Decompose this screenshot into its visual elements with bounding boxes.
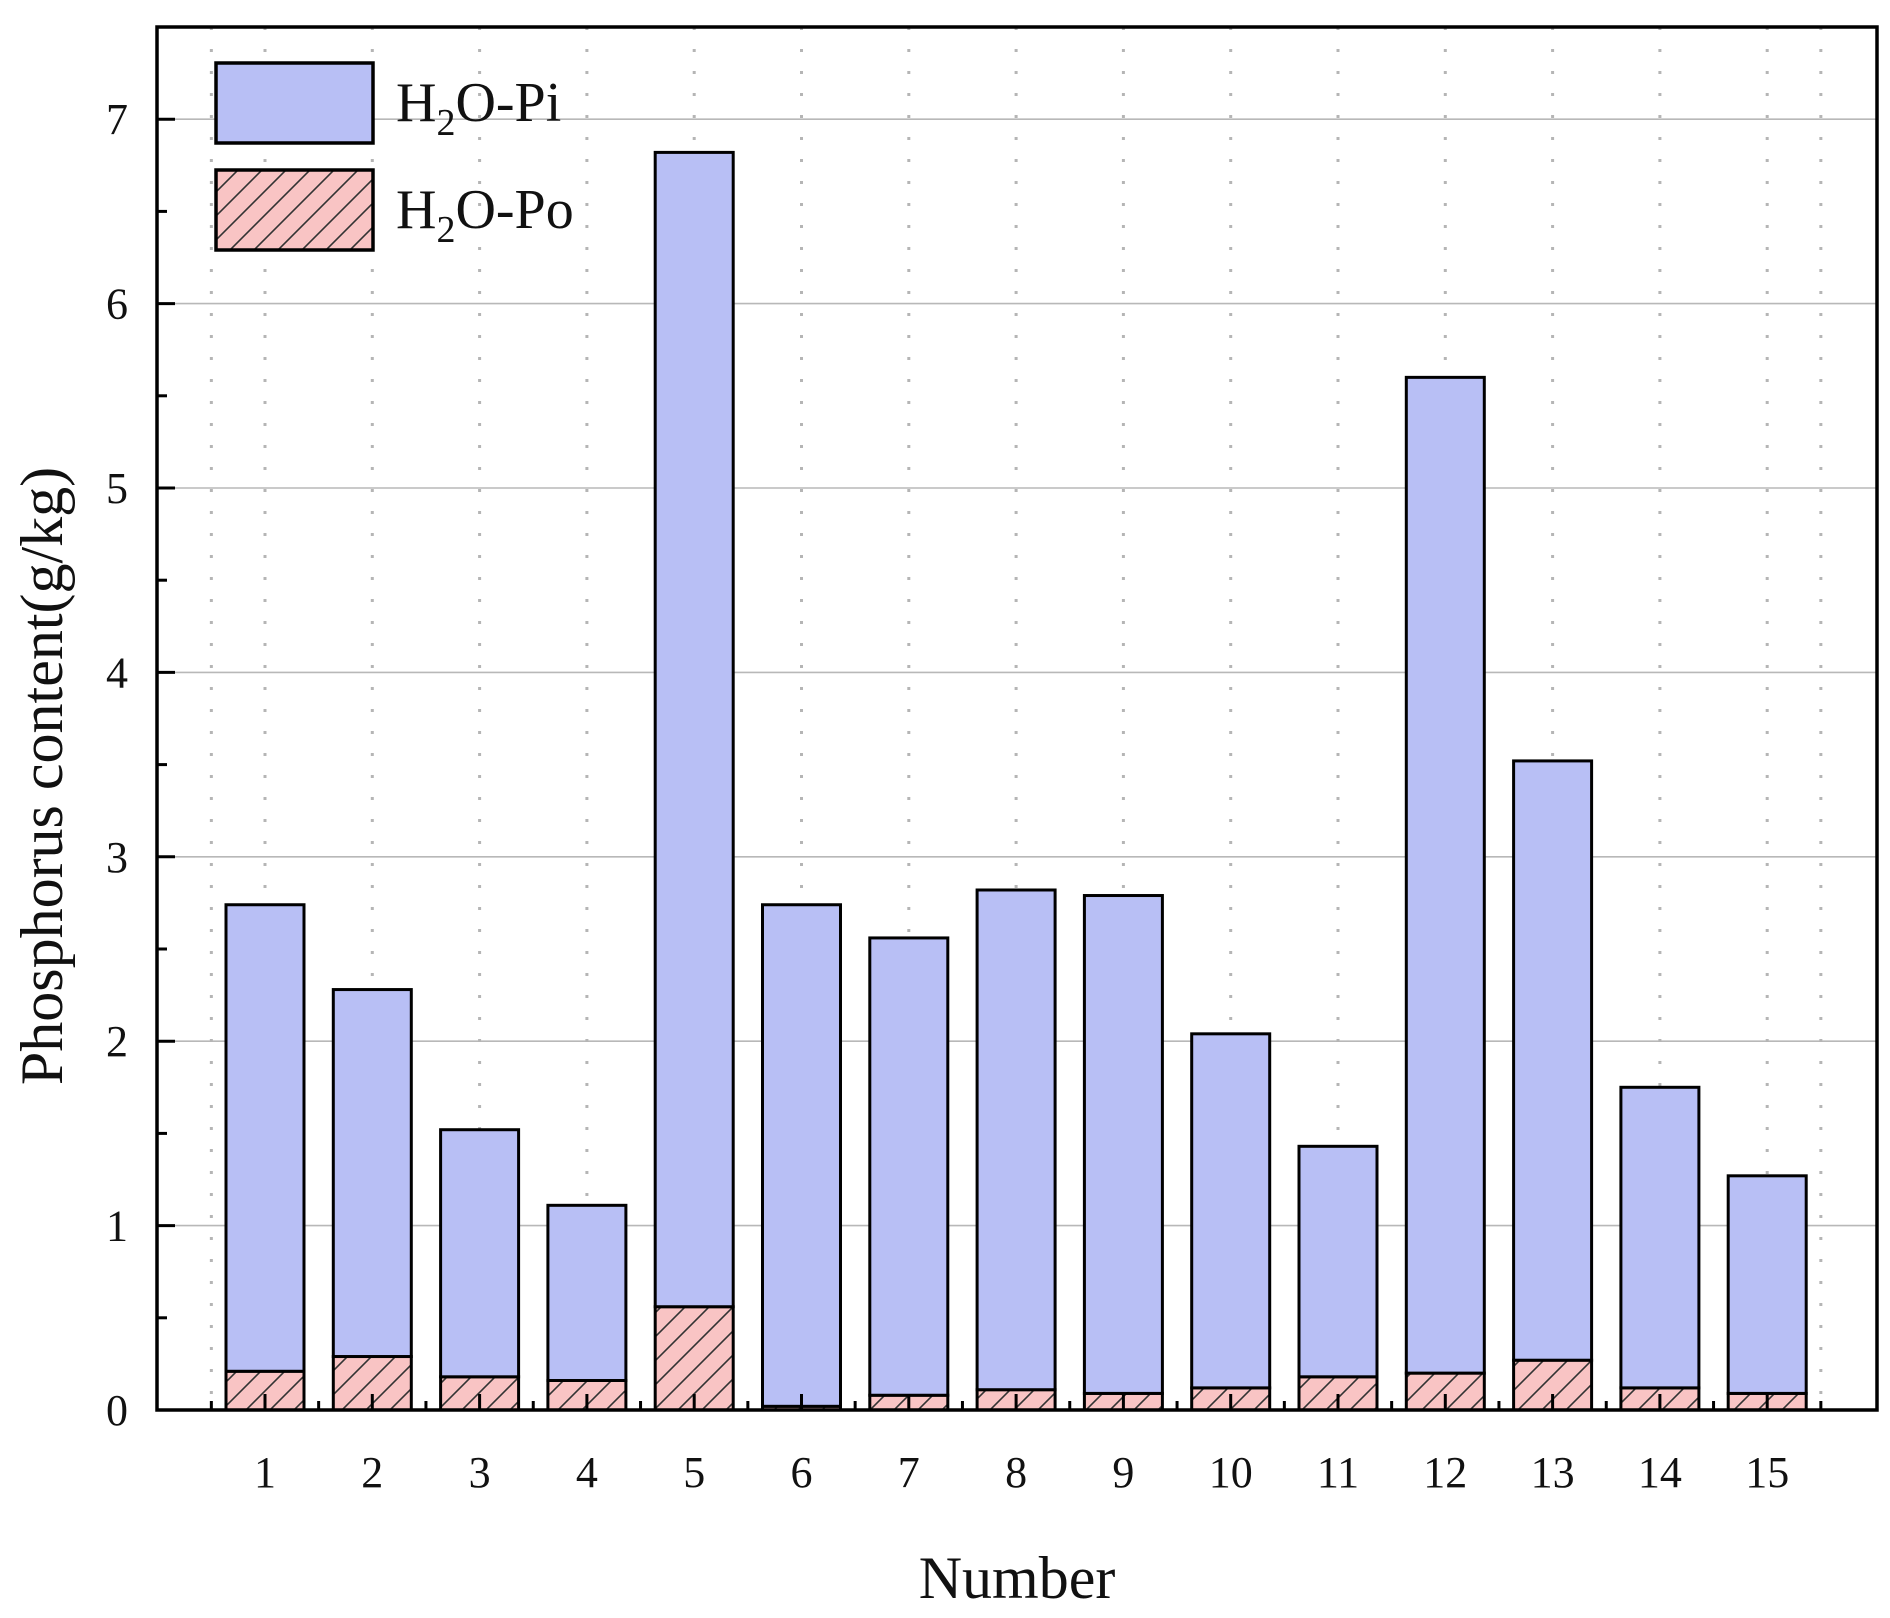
y-tick-label: 1 [106,1202,128,1251]
x-tick-label: 12 [1423,1448,1467,1497]
y-tick-label: 3 [106,833,128,882]
bar-h2o-pi-7 [868,936,950,1397]
x-tick-label: 1 [254,1448,276,1497]
y-tick-label: 6 [106,280,128,329]
x-tick-label: 13 [1531,1448,1575,1497]
y-tick-label: 5 [106,464,128,513]
bar-h2o-pi-12 [1404,375,1486,1375]
x-tick-label: 2 [361,1448,383,1497]
bar-h2o-pi-11 [1297,1144,1379,1379]
bar-h2o-pi-4 [546,1203,628,1382]
legend-label-h2o-po: H2O-Po [396,179,574,251]
bar-h2o-pi-5 [653,150,735,1309]
x-tick-label: 15 [1745,1448,1789,1497]
bar-h2o-pi-9 [1082,894,1164,1395]
x-axis-title: Number [919,1545,1116,1611]
x-tick-label: 10 [1209,1448,1253,1497]
bar-h2o-pi-3 [439,1128,521,1379]
x-tick-label: 11 [1317,1448,1359,1497]
y-tick-label: 7 [106,95,128,144]
bars-layer [224,150,1808,1412]
bar-h2o-pi-13 [1512,759,1594,1362]
x-tick-label: 4 [576,1448,598,1497]
y-tick-label: 4 [106,648,128,697]
y-tick-label: 0 [106,1386,128,1435]
legend: H2O-Pi H2O-Po [214,61,574,252]
x-tick-label: 5 [683,1448,705,1497]
bar-h2o-pi-2 [331,988,413,1359]
bar-h2o-pi-1 [224,903,306,1373]
bar-h2o-pi-8 [975,888,1057,1392]
bar-h2o-pi-15 [1726,1174,1808,1395]
x-tick-label: 9 [1112,1448,1134,1497]
x-tick-label: 14 [1638,1448,1682,1497]
x-tick-label: 8 [1005,1448,1027,1497]
legend-swatch-h2o-po [214,168,375,252]
grid-layer [157,27,1877,1410]
x-tick-label: 6 [791,1448,813,1497]
bar-h2o-pi-14 [1619,1085,1701,1390]
bar-h2o-po-5 [653,1305,735,1412]
legend-label-h2o-pi: H2O-Pi [396,72,561,144]
x-tick-label: 3 [469,1448,491,1497]
bar-h2o-pi-6 [761,903,842,1408]
y-tick-label: 2 [106,1017,128,1066]
y-axis-title: Phosphorus content(g/kg) [9,467,75,1085]
legend-swatch-h2o-pi [214,61,375,145]
x-tick-label: 7 [898,1448,920,1497]
bar-h2o-pi-10 [1190,1032,1272,1390]
